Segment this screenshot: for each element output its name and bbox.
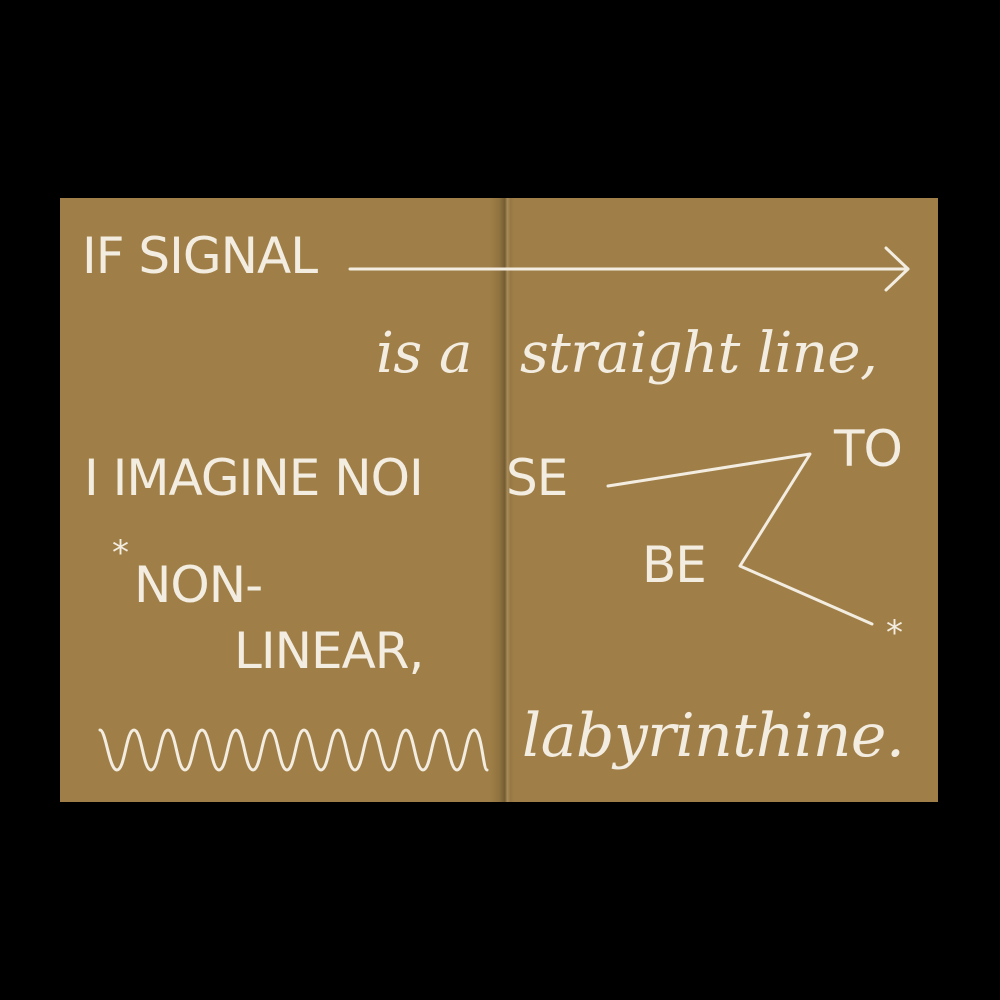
- book-gutter: [490, 198, 514, 802]
- zigzag-line: [606, 452, 874, 626]
- text-if-signal: IF SIGNAL: [82, 227, 318, 285]
- asterisk-right: *: [886, 613, 903, 653]
- text-to: TO: [834, 420, 903, 478]
- text-be: BE: [642, 536, 707, 594]
- arrow-head-icon: [884, 246, 910, 292]
- asterisk-left: *: [112, 533, 129, 573]
- line-art: [98, 246, 910, 772]
- wavy-line: [98, 728, 489, 772]
- text-is-a: is a: [376, 321, 472, 386]
- text-linear: LINEAR,: [234, 622, 424, 680]
- book-spread: IF SIGNAL is a straight line, I IMAGINE …: [60, 198, 938, 802]
- text-se: SE: [506, 449, 568, 507]
- text-straight-line: straight line,: [520, 321, 878, 386]
- text-i-imagine-noi: I IMAGINE NOI: [84, 449, 424, 507]
- text-non: NON-: [134, 556, 263, 614]
- text-labyrinthine: labyrinthine.: [522, 701, 905, 771]
